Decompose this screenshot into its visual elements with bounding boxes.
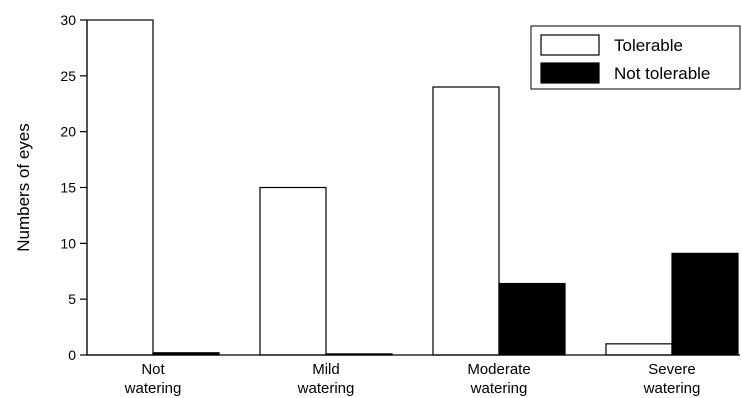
x-category-label-1-line-1: watering bbox=[297, 380, 355, 397]
legend-label-0: Tolerable bbox=[614, 36, 683, 55]
x-category-label-0-line-0: Not bbox=[141, 361, 165, 378]
y-tick-label-5: 25 bbox=[60, 68, 76, 84]
legend: Tolerable Not tolerable bbox=[530, 25, 741, 90]
bar-not-tolerable-3 bbox=[671, 252, 739, 356]
y-axis-ticks: 0 5 10 15 20 25 30 bbox=[60, 12, 87, 363]
y-tick-label-0: 0 bbox=[68, 347, 76, 363]
x-category-label-1-line-0: Mild bbox=[312, 361, 340, 378]
x-category-label-2-line-1: watering bbox=[470, 380, 528, 397]
bar-tolerable-3 bbox=[605, 343, 673, 356]
bar-tolerable-1 bbox=[259, 186, 327, 356]
y-axis-title: Numbers of eyes bbox=[14, 123, 33, 252]
x-category-label-2-line-0: Moderate bbox=[467, 361, 530, 378]
legend-swatch-1 bbox=[540, 62, 600, 84]
x-category-label-0-line-1: watering bbox=[124, 380, 182, 397]
y-tick-label-6: 30 bbox=[60, 12, 76, 28]
y-tick-label-3: 15 bbox=[60, 180, 76, 196]
y-tick-label-2: 10 bbox=[60, 235, 76, 251]
legend-label-1: Not tolerable bbox=[614, 64, 710, 83]
x-axis-category-labels: Not watering Mild watering Moderate watering S… bbox=[124, 361, 701, 397]
legend-swatch-0 bbox=[540, 34, 600, 56]
y-tick-label-1: 5 bbox=[68, 291, 76, 307]
bar-tolerable-0 bbox=[86, 19, 154, 356]
x-category-label-3-line-0: Severe bbox=[648, 361, 696, 378]
bar-tolerable-2 bbox=[432, 86, 500, 356]
bars bbox=[86, 19, 739, 356]
x-category-label-3-line-1: watering bbox=[643, 380, 701, 397]
bar-not-tolerable-2 bbox=[498, 282, 566, 356]
y-tick-label-4: 20 bbox=[60, 124, 76, 140]
